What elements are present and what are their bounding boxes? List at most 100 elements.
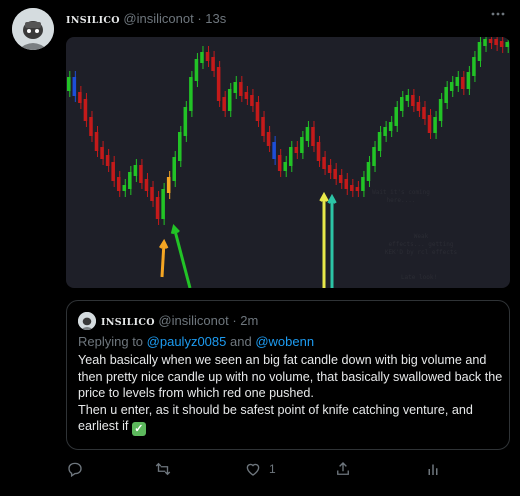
quoted-paragraph: Then u enter, as it should be safest poi… xyxy=(78,402,473,436)
candle-body xyxy=(227,89,232,111)
candle-body xyxy=(388,122,393,131)
check-mark-icon: ✓ xyxy=(131,422,146,436)
candle-body xyxy=(449,82,454,91)
candle-body xyxy=(100,147,104,159)
candle-body xyxy=(72,77,77,96)
candle-body xyxy=(366,162,371,181)
candle-body xyxy=(372,147,376,166)
candle-body xyxy=(483,39,487,46)
candle-body xyxy=(411,95,415,106)
candle-body xyxy=(311,127,315,146)
candle-body xyxy=(105,155,110,166)
quoted-handle: @insiliconot xyxy=(158,313,229,328)
candle-body xyxy=(244,92,249,99)
candle-body xyxy=(216,67,221,101)
candle-body xyxy=(433,117,437,133)
candle-body xyxy=(266,132,271,146)
tweet-header: INSILICO @insiliconot · 13s xyxy=(66,11,226,29)
reply-user-link[interactable]: @wobenn xyxy=(255,334,315,349)
display-name[interactable]: INSILICO xyxy=(66,15,120,26)
candle-body xyxy=(300,137,304,153)
candle-body xyxy=(416,102,421,111)
green-arrow-head xyxy=(170,223,180,235)
candle-body xyxy=(316,142,321,161)
candle-body xyxy=(383,127,387,136)
candle-body xyxy=(116,177,121,191)
handle[interactable]: @insiliconot xyxy=(123,11,194,26)
candle-body xyxy=(139,165,143,183)
candle-body xyxy=(322,157,326,169)
like-button[interactable]: 1 xyxy=(244,460,276,478)
reply-user-link[interactable]: @paulyz0085 xyxy=(146,334,227,349)
replying-to: Replying to @paulyz0085 and @wobenn xyxy=(78,334,315,349)
candle-body xyxy=(494,39,498,45)
candle-body xyxy=(211,57,215,71)
candle-body xyxy=(155,197,160,219)
candle-body xyxy=(405,95,410,101)
retweet-button[interactable] xyxy=(154,460,172,478)
candle-body xyxy=(305,127,310,141)
candle-body xyxy=(422,107,426,119)
chart-image[interactable]: Wait it's coming here.... Weak effects..… xyxy=(66,37,510,288)
candle-body xyxy=(461,77,465,89)
candle-body xyxy=(477,42,482,61)
candle-body xyxy=(499,41,504,47)
heart-icon xyxy=(246,463,260,476)
reply-button[interactable] xyxy=(66,460,84,478)
candle-body xyxy=(122,185,127,191)
candle-body xyxy=(133,165,138,176)
share-button[interactable] xyxy=(334,460,352,478)
candle-body xyxy=(183,107,188,136)
candle-body xyxy=(78,92,82,103)
candle-body xyxy=(67,77,71,91)
timestamp[interactable]: 13s xyxy=(205,11,227,26)
profile-avatar-icon xyxy=(78,312,96,330)
candle-body xyxy=(283,162,287,171)
candle-body xyxy=(289,147,293,166)
candle-body xyxy=(505,42,509,47)
candle-body xyxy=(350,185,354,191)
candle-body xyxy=(111,162,115,181)
green-arrow xyxy=(172,226,192,288)
candle-body xyxy=(377,132,382,151)
candle-body xyxy=(294,147,299,153)
tweet-actions: 1 xyxy=(66,460,510,482)
candle-body xyxy=(444,87,448,103)
candle-body xyxy=(83,99,88,121)
separator: · xyxy=(197,11,202,26)
candle-body xyxy=(239,82,243,96)
tweet-avatar[interactable] xyxy=(12,8,54,50)
share-icon xyxy=(337,462,349,475)
candle-body xyxy=(472,57,476,76)
candle-body xyxy=(250,95,254,106)
candle-body xyxy=(466,72,471,89)
quoted-header: INSILICO @insiliconot · 2m xyxy=(101,313,258,331)
candle-body xyxy=(222,97,226,111)
candle-body xyxy=(194,59,199,81)
candle-body xyxy=(355,187,360,191)
candle-body xyxy=(144,179,149,191)
candle-body xyxy=(166,177,171,193)
candle-body xyxy=(94,132,99,151)
candle-body xyxy=(200,52,204,63)
candle-body xyxy=(161,189,165,219)
candle-body xyxy=(338,175,343,183)
candle-body xyxy=(344,179,349,189)
candle-body xyxy=(272,142,276,159)
retweet-icon xyxy=(155,462,171,476)
quoted-timestamp: 2m xyxy=(240,313,259,328)
more-dots-icon[interactable] xyxy=(490,6,506,27)
candle-body xyxy=(189,77,193,111)
analytics-button[interactable] xyxy=(424,460,442,478)
candle-body xyxy=(233,82,238,93)
reply-icon xyxy=(68,462,82,478)
quoted-display-name: INSILICO xyxy=(101,317,155,328)
profile-avatar-icon xyxy=(12,8,54,50)
orange-arrow-head xyxy=(159,238,169,249)
candle-body xyxy=(488,39,493,43)
quoted-tweet[interactable]: INSILICO @insiliconot · 2m Replying to @… xyxy=(66,300,510,450)
candle-body xyxy=(427,115,432,133)
candle-body xyxy=(150,187,154,201)
candle-body xyxy=(277,155,282,171)
like-count: 1 xyxy=(269,462,276,476)
